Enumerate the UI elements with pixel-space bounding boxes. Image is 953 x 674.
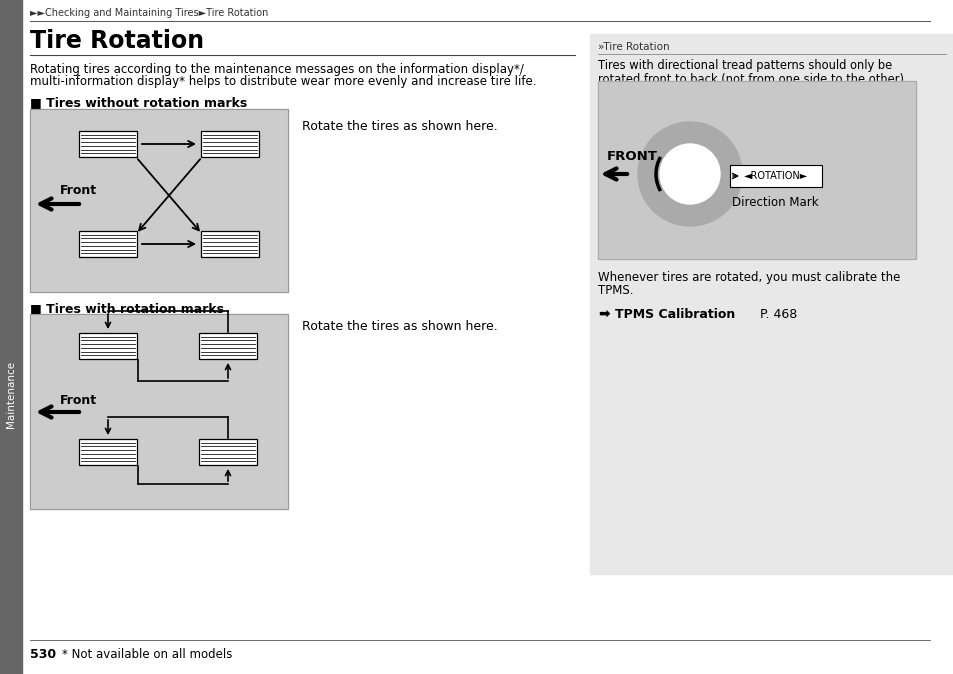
Text: »Tire Rotation: »Tire Rotation	[598, 42, 669, 52]
Text: * Not available on all models: * Not available on all models	[62, 648, 233, 661]
Bar	[0, 0, 22, 674]
Text: ➡: ➡	[598, 307, 609, 321]
Text: TPMS.: TPMS.	[598, 284, 633, 297]
Circle shape	[659, 144, 720, 204]
Bar	[729, 165, 821, 187]
Text: indication mark facing forward, as shown below.: indication mark facing forward, as shown…	[598, 98, 875, 111]
Bar	[598, 81, 915, 259]
Text: TPMS Calibration: TPMS Calibration	[615, 307, 735, 321]
Text: Direction Mark: Direction Mark	[731, 195, 818, 208]
Bar	[30, 109, 288, 292]
Text: Rotate the tires as shown here.: Rotate the tires as shown here.	[302, 319, 497, 332]
Circle shape	[638, 122, 741, 226]
Text: Tire Rotation: Tire Rotation	[30, 29, 204, 53]
Text: multi-information display* helps to distribute wear more evenly and increase tir: multi-information display* helps to dist…	[30, 75, 536, 88]
Text: Rotate the tires as shown here.: Rotate the tires as shown here.	[302, 121, 497, 133]
Bar	[79, 439, 137, 465]
Bar	[79, 131, 137, 157]
Bar	[201, 231, 258, 257]
Text: rotated front to back (not from one side to the other).: rotated front to back (not from one side…	[598, 73, 906, 86]
Text: Tires with directional tread patterns should only be: Tires with directional tread patterns sh…	[598, 59, 891, 73]
Text: ■ Tires with rotation marks: ■ Tires with rotation marks	[30, 303, 224, 315]
Bar	[79, 231, 137, 257]
Text: Directional tires should be mounted with the rotation: Directional tires should be mounted with…	[598, 86, 903, 98]
Bar	[79, 333, 137, 359]
Bar	[30, 314, 288, 509]
Text: P. 468: P. 468	[760, 307, 797, 321]
Text: Whenever tires are rotated, you must calibrate the: Whenever tires are rotated, you must cal…	[598, 270, 900, 284]
Text: Maintenance: Maintenance	[6, 361, 16, 427]
Text: Front: Front	[60, 185, 97, 197]
Bar	[30, 109, 288, 292]
Bar	[30, 314, 288, 509]
Text: Front: Front	[60, 394, 97, 406]
Bar	[199, 439, 256, 465]
Bar	[598, 81, 915, 259]
Text: 530: 530	[30, 648, 56, 661]
Text: ◄ROTATION►: ◄ROTATION►	[743, 171, 807, 181]
Text: ■ Tires without rotation marks: ■ Tires without rotation marks	[30, 96, 247, 109]
Text: FRONT: FRONT	[606, 150, 658, 162]
Bar	[199, 333, 256, 359]
Bar	[589, 34, 953, 574]
Text: ►►Checking and Maintaining Tires►Tire Rotation: ►►Checking and Maintaining Tires►Tire Ro…	[30, 8, 268, 18]
Text: Rotating tires according to the maintenance messages on the information display*: Rotating tires according to the maintena…	[30, 63, 523, 75]
Bar	[201, 131, 258, 157]
